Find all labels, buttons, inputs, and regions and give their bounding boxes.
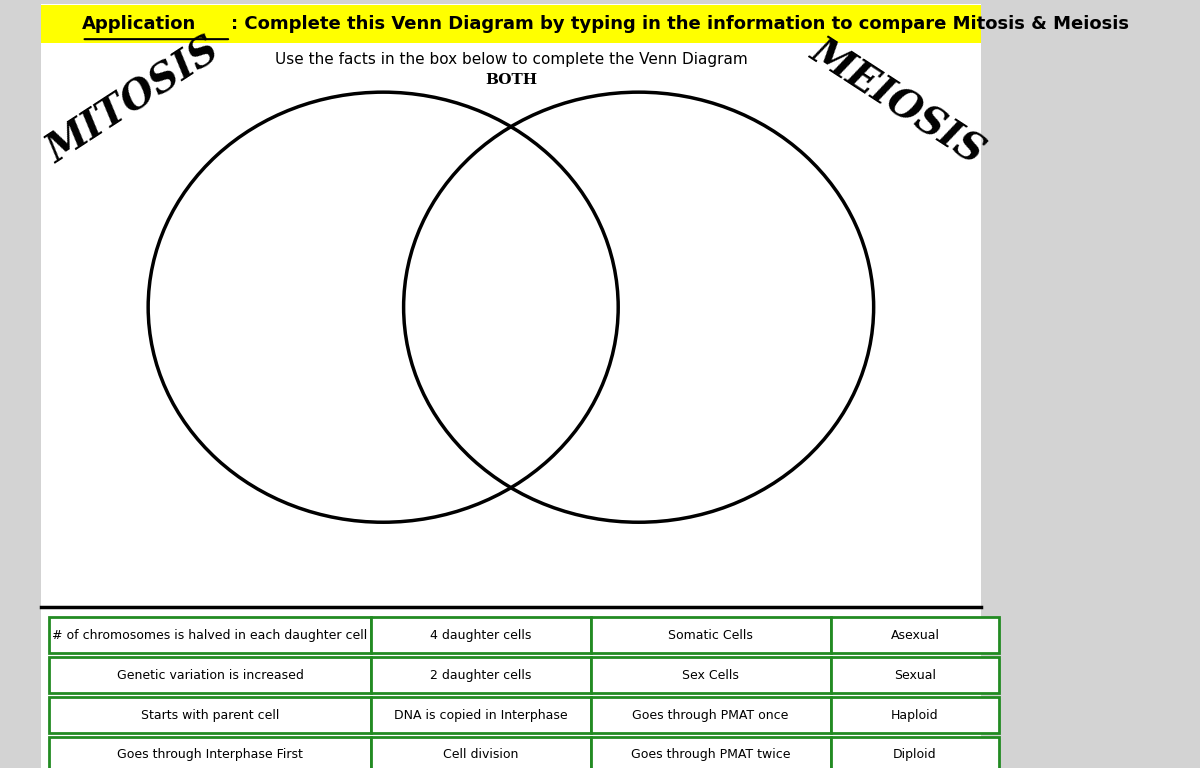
Text: : Complete this Venn Diagram by typing in the information to compare Mitosis & M: : Complete this Venn Diagram by typing i… — [230, 15, 1129, 33]
Text: Cell division: Cell division — [443, 749, 518, 761]
Text: Goes through Interphase First: Goes through Interphase First — [118, 749, 302, 761]
FancyBboxPatch shape — [371, 617, 590, 653]
Text: 2 daughter cells: 2 daughter cells — [430, 669, 532, 681]
Text: Haploid: Haploid — [892, 709, 938, 721]
FancyBboxPatch shape — [830, 737, 1000, 768]
Text: MITOSIS: MITOSIS — [40, 31, 227, 171]
Text: Goes through PMAT once: Goes through PMAT once — [632, 709, 788, 721]
Text: DNA is copied in Interphase: DNA is copied in Interphase — [394, 709, 568, 721]
Text: Diploid: Diploid — [893, 749, 937, 761]
Text: Application: Application — [82, 15, 196, 33]
FancyBboxPatch shape — [49, 737, 371, 768]
Text: Use the facts in the box below to complete the Venn Diagram: Use the facts in the box below to comple… — [275, 52, 748, 68]
FancyBboxPatch shape — [371, 657, 590, 693]
FancyBboxPatch shape — [371, 697, 590, 733]
Text: Starts with parent cell: Starts with parent cell — [140, 709, 280, 721]
Text: Somatic Cells: Somatic Cells — [668, 629, 754, 641]
FancyBboxPatch shape — [49, 697, 371, 733]
FancyBboxPatch shape — [830, 697, 1000, 733]
FancyBboxPatch shape — [41, 5, 980, 43]
FancyBboxPatch shape — [590, 737, 830, 768]
Text: 4 daughter cells: 4 daughter cells — [430, 629, 532, 641]
FancyBboxPatch shape — [830, 617, 1000, 653]
Text: Asexual: Asexual — [890, 629, 940, 641]
FancyBboxPatch shape — [830, 657, 1000, 693]
FancyBboxPatch shape — [41, 4, 980, 768]
FancyBboxPatch shape — [49, 657, 371, 693]
Text: Genetic variation is increased: Genetic variation is increased — [116, 669, 304, 681]
FancyBboxPatch shape — [590, 657, 830, 693]
FancyBboxPatch shape — [49, 617, 371, 653]
FancyBboxPatch shape — [590, 617, 830, 653]
FancyBboxPatch shape — [371, 737, 590, 768]
Text: BOTH: BOTH — [485, 73, 536, 87]
Text: Sexual: Sexual — [894, 669, 936, 681]
Text: # of chromosomes is halved in each daughter cell: # of chromosomes is halved in each daugh… — [53, 629, 367, 641]
Text: Goes through PMAT twice: Goes through PMAT twice — [631, 749, 791, 761]
FancyBboxPatch shape — [590, 697, 830, 733]
Text: MEIOSIS: MEIOSIS — [803, 31, 991, 171]
Text: Sex Cells: Sex Cells — [683, 669, 739, 681]
